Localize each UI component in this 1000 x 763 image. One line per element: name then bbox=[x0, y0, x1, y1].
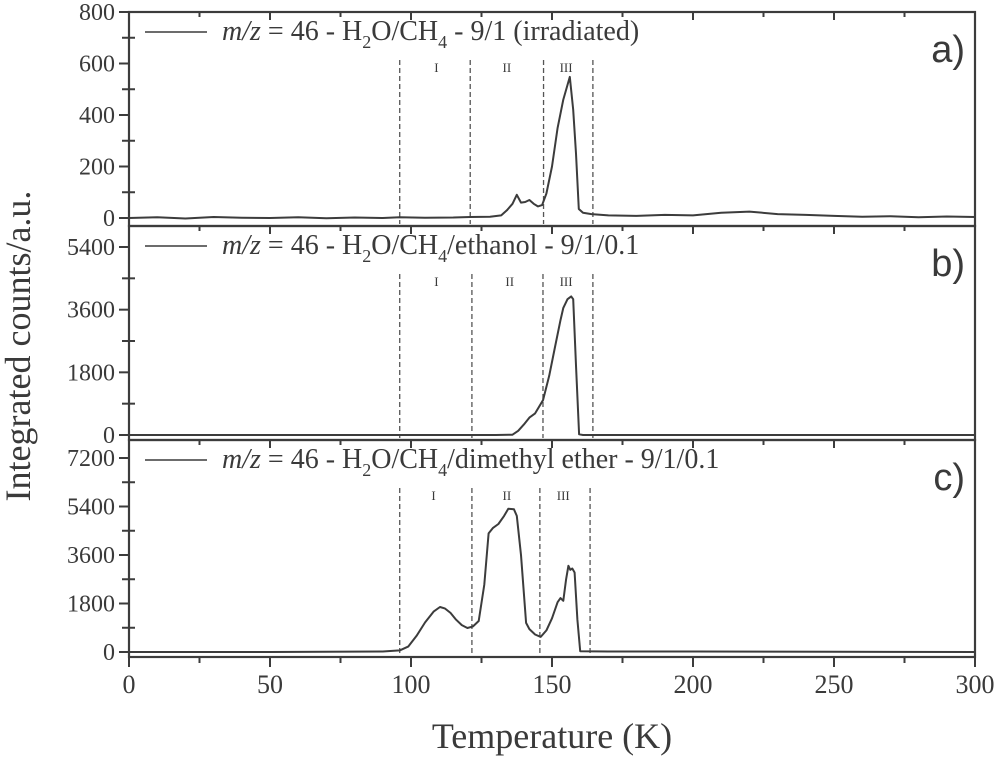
y-tick-label: 0 bbox=[103, 206, 115, 232]
panel-letter: c) bbox=[933, 457, 965, 499]
y-tick-label: 3600 bbox=[67, 543, 115, 569]
y-tick-label: 7200 bbox=[67, 446, 115, 472]
x-tick-label: 150 bbox=[533, 670, 572, 699]
y-tick-label: 1800 bbox=[67, 360, 115, 386]
region-label: II bbox=[503, 488, 512, 503]
x-tick-label: 250 bbox=[815, 670, 854, 699]
series-line bbox=[128, 75, 976, 220]
y-axis-label: Integrated counts/a.u. bbox=[0, 190, 38, 502]
series-line bbox=[129, 507, 976, 653]
x-tick-label: 0 bbox=[123, 670, 136, 699]
y-tick-label: 5400 bbox=[67, 495, 115, 521]
region-label: I bbox=[431, 488, 435, 503]
x-axis: 0 50 100 150 200 250 300 bbox=[123, 657, 995, 699]
y-tick-label: 400 bbox=[79, 103, 115, 129]
legend-label: m/z = 46 - H2O/CH4 - 9/1 (irradiated) bbox=[222, 16, 639, 52]
region-label: II bbox=[505, 274, 514, 289]
y-tick-label: 0 bbox=[103, 640, 115, 666]
y-tick-label: 5400 bbox=[67, 235, 115, 261]
region-label: III bbox=[560, 60, 573, 75]
panel-letter: a) bbox=[931, 29, 965, 71]
y-tick-label: 200 bbox=[79, 155, 115, 181]
x-tick-label: 50 bbox=[257, 670, 283, 699]
region-label: I bbox=[434, 60, 438, 75]
x-tick-label: 300 bbox=[956, 670, 995, 699]
y-tick-label: 1800 bbox=[67, 592, 115, 618]
region-label: I bbox=[434, 274, 438, 289]
x-tick-label: 200 bbox=[674, 670, 713, 699]
y-tick-label: 600 bbox=[79, 52, 115, 78]
series-line bbox=[129, 295, 975, 436]
x-axis-label: Temperature (K) bbox=[431, 716, 673, 756]
y-tick-label: 3600 bbox=[67, 298, 115, 324]
panel-letter: b) bbox=[931, 243, 965, 285]
legend-label: m/z = 46 - H2O/CH4/dimethyl ether - 9/1/… bbox=[222, 444, 719, 480]
x-tick-label: 100 bbox=[392, 670, 431, 699]
y-tick-label: 0 bbox=[103, 423, 115, 449]
region-label: II bbox=[503, 60, 512, 75]
legend-label: m/z = 46 - H2O/CH4/ethanol - 9/1/0.1 bbox=[222, 230, 639, 266]
region-label: III bbox=[560, 274, 573, 289]
region-label: III bbox=[557, 488, 570, 503]
y-tick-label: 800 bbox=[79, 0, 115, 26]
